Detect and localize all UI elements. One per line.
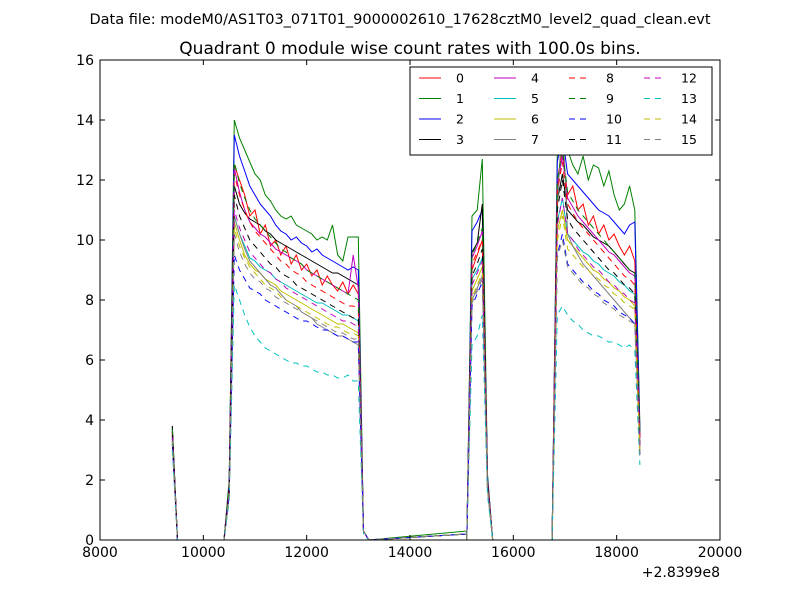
- legend-label-10: 10: [606, 112, 622, 127]
- legend-label-12: 12: [681, 71, 697, 86]
- y-tick-label: 4: [85, 413, 94, 429]
- x-tick-label: 20000: [698, 545, 743, 561]
- legend-label-4: 4: [531, 71, 539, 86]
- y-tick-label: 10: [76, 233, 94, 249]
- y-tick-label: 2: [85, 473, 94, 489]
- figure-suptitle: Data file: modeM0/AS1T03_071T01_90000026…: [89, 12, 710, 28]
- plot-lines: [171, 110, 641, 541]
- legend-label-0: 0: [456, 71, 464, 86]
- y-tick-label: 14: [76, 113, 94, 129]
- axis-ticks: 8000 10000 12000 14000 16000 18000 20000 0 2 4 6 8 1…: [76, 53, 742, 561]
- legend-frame: [409, 66, 713, 156]
- x-tick-label: 14000: [388, 545, 433, 561]
- legend-label-13: 13: [681, 91, 697, 106]
- x-offset-label: +2.8399e8: [642, 565, 720, 581]
- legend-label-11: 11: [606, 132, 622, 147]
- series-line-4: [171, 155, 641, 541]
- series-line-10: [171, 233, 641, 541]
- x-tick-label: 16000: [491, 545, 536, 561]
- series-line-9: [171, 149, 641, 541]
- series-line-1: [171, 119, 641, 541]
- legend-label-15: 15: [681, 132, 697, 147]
- chart-title: Quadrant 0 module wise count rates with …: [179, 39, 640, 59]
- legend-label-9: 9: [606, 91, 614, 106]
- legend-label-14: 14: [681, 112, 697, 127]
- y-tick-label: 12: [76, 173, 94, 189]
- series-line-14: [171, 215, 641, 541]
- legend-label-2: 2: [456, 112, 464, 127]
- y-tick-label: 16: [76, 53, 94, 69]
- series-line-12: [171, 197, 641, 541]
- series-line-8: [171, 161, 641, 541]
- series-line-11: [171, 179, 641, 541]
- series-line-15: [171, 233, 641, 541]
- legend-label-5: 5: [531, 91, 539, 106]
- x-tick-label: 8000: [82, 545, 118, 561]
- y-tick-label: 8: [85, 293, 94, 309]
- series-line-13: [171, 284, 641, 541]
- series-line-2: [171, 134, 641, 541]
- series-line-7: [171, 110, 641, 541]
- x-tick-label: 12000: [284, 545, 329, 561]
- y-tick-label: 0: [85, 533, 94, 549]
- legend-label-3: 3: [456, 132, 464, 147]
- legend-label-6: 6: [531, 112, 539, 127]
- legend-label-8: 8: [606, 71, 614, 86]
- legend-label-7: 7: [531, 132, 539, 147]
- y-tick-label: 6: [85, 353, 94, 369]
- x-tick-label: 18000: [594, 545, 639, 561]
- series-line-3: [171, 173, 641, 541]
- x-tick-label: 10000: [181, 545, 226, 561]
- legend-label-1: 1: [456, 91, 464, 106]
